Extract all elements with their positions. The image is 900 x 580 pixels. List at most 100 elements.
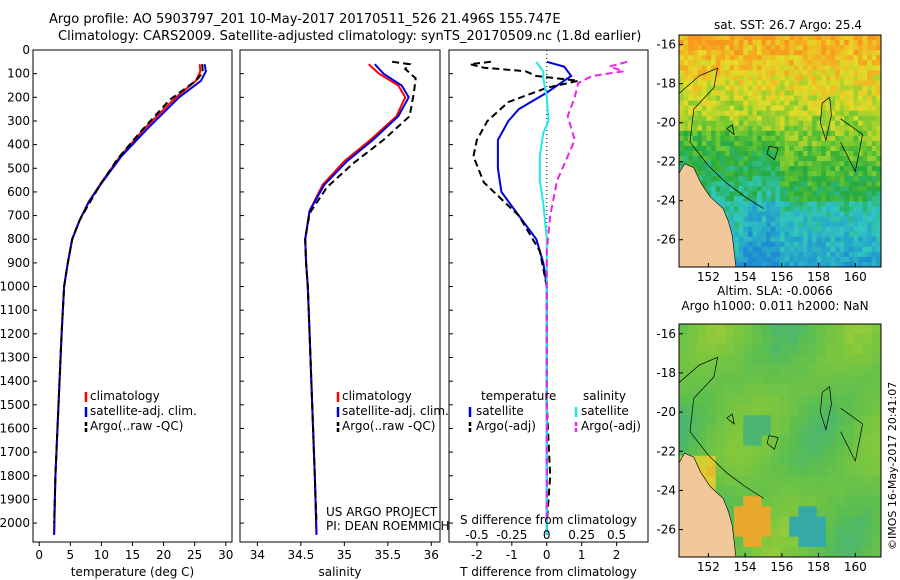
map-cell [812,236,818,243]
map-cell [789,506,799,517]
map-cell [871,146,877,152]
map-cell [798,60,804,66]
x-axis-label: T difference from climatology [459,565,637,579]
map-cell [729,100,735,107]
map-cell [803,156,809,162]
map-cell [697,75,703,81]
map-cell [858,125,864,132]
map-cell [711,75,717,81]
map-y-tick-label: -16 [656,38,676,52]
map-cell [871,100,877,107]
map-cell [784,166,790,172]
map-cell [848,110,854,117]
map-cell [729,156,735,162]
map-cell [871,262,877,268]
map-cell [871,181,877,187]
map-cell [793,45,799,51]
map-cell [839,125,845,132]
map-cell [770,216,776,223]
map-cell [780,536,790,548]
map-cell [793,110,799,117]
map-y-tick-label: -24 [656,483,676,497]
map-cell [724,110,730,117]
map-cell [734,146,740,152]
map-cell [835,50,841,56]
map-cell [743,176,749,182]
map-cell [683,90,689,96]
map-cell [697,405,708,416]
map-cell [871,526,882,538]
map-cell [715,181,721,187]
map-cell [825,110,831,117]
map-cell [734,405,744,416]
map-cell [839,70,845,76]
map-cell [715,115,721,122]
map-cell [803,115,809,122]
map-cell [706,105,712,112]
map-cell [761,105,767,112]
map-cell [679,344,689,355]
map-cell [780,546,790,558]
map-cell [747,156,753,162]
map-cell [711,100,717,107]
map-cell [835,171,841,177]
map-cell [871,115,877,122]
map-cell [780,226,786,233]
map-cell [752,486,763,497]
map-cell [798,526,809,538]
map-cell [867,171,873,177]
map-cell [807,496,818,507]
map-cell [839,256,845,263]
map-cell [743,324,753,335]
map-cell [803,140,809,147]
map-cell [871,246,877,253]
map-cell [734,176,740,182]
map-cell [812,75,818,81]
map-cell [706,45,712,51]
map-cell [692,45,698,51]
map-cell [853,40,859,46]
map-cell [775,40,781,46]
map-cell [715,135,721,142]
map-cell [724,70,730,76]
map-cell [747,50,753,56]
map-cell [876,231,882,238]
map-cell [825,455,836,467]
map-cell [871,415,882,426]
map-cell [720,135,726,142]
map-cell [844,246,850,253]
map-cell [770,516,781,528]
map-cell [793,226,799,233]
map-cell [830,80,836,86]
map-cell [812,181,818,187]
map-cell [679,445,689,457]
map-cell [798,354,809,365]
map-cell [789,166,795,172]
map-cell [734,455,744,467]
map-cell [853,226,859,233]
map-cell [812,206,818,212]
map-cell [825,536,836,548]
map-cell [784,100,790,107]
map-cell [738,151,744,157]
map-cell [734,55,740,61]
map-cell [770,546,781,558]
map-cell [853,120,859,127]
map-cell [761,90,767,96]
map-cell [853,115,859,122]
map-cell [770,221,776,228]
map-cell [761,130,767,137]
map-cell [858,166,864,172]
map-cell [724,151,730,157]
map-cell [862,415,873,426]
map-cell [803,85,809,91]
map-cell [830,156,836,162]
map-cell [867,45,873,51]
map-cell [835,476,845,487]
map-cell [775,256,781,263]
map-cell [770,354,781,365]
map-cell [780,476,790,487]
bathymetry-contour [766,145,779,161]
map-cell [752,211,758,217]
